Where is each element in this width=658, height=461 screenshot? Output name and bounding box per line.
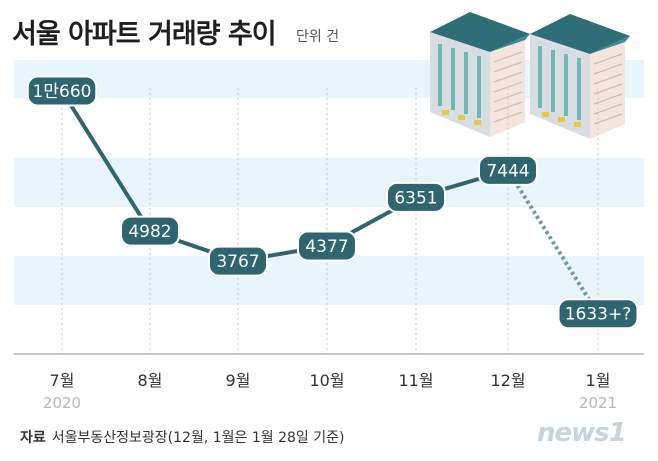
x-tick-labels: 7월 2020 8월 9월 10월 11월 12월 1월 2021 bbox=[43, 371, 617, 412]
x-tick-label: 8월 bbox=[138, 371, 163, 390]
x-tick-label: 12월 bbox=[490, 371, 525, 390]
data-label-text: 4377 bbox=[305, 237, 348, 257]
background-bands bbox=[14, 60, 644, 305]
x-tick-label: 10월 bbox=[309, 371, 344, 390]
data-label-text: 1만660 bbox=[33, 82, 92, 102]
x-tick-label: 9월 bbox=[226, 371, 251, 390]
building-right bbox=[530, 14, 630, 139]
building-left bbox=[430, 12, 530, 137]
data-label-3: 4377 bbox=[297, 230, 357, 262]
x-tick-label: 7월 bbox=[50, 371, 75, 390]
data-label-0: 1만660 bbox=[26, 75, 98, 107]
data-label-text: 3767 bbox=[216, 252, 259, 272]
page-title: 서울 아파트 거래량 추이 bbox=[12, 19, 277, 50]
projection-line bbox=[506, 169, 600, 315]
source-note: 자료 서울부동산정보광장(12월, 1월은 1월 28일 기준) bbox=[20, 427, 344, 447]
data-label-text: 7444 bbox=[486, 161, 529, 181]
source-label: 자료 bbox=[20, 430, 46, 446]
data-label-text: 4982 bbox=[128, 222, 171, 242]
apartment-buildings-illustration bbox=[430, 12, 630, 139]
data-label-text: 1633+? bbox=[565, 305, 632, 325]
x-tick-label: 1월 bbox=[586, 371, 611, 390]
year-label: 2020 bbox=[43, 394, 81, 412]
data-label-6: 1633+? bbox=[557, 298, 639, 330]
data-label-5: 7444 bbox=[478, 154, 538, 186]
year-label: 2021 bbox=[579, 394, 617, 412]
data-label-text: 6351 bbox=[394, 188, 437, 208]
unit-label: 단위 건 bbox=[296, 29, 340, 45]
data-labels: 1만660 4982 3767 4377 6351 7444 1633+? bbox=[26, 75, 639, 330]
background-band bbox=[14, 256, 644, 305]
x-tick-label: 11월 bbox=[398, 371, 433, 390]
data-label-2: 3767 bbox=[208, 245, 268, 277]
news1-logo: news1 bbox=[537, 418, 627, 448]
source-text: 서울부동산정보광장(12월, 1월은 1월 28일 기준) bbox=[51, 430, 345, 446]
data-label-1: 4982 bbox=[120, 215, 180, 247]
data-label-4: 6351 bbox=[386, 181, 446, 213]
